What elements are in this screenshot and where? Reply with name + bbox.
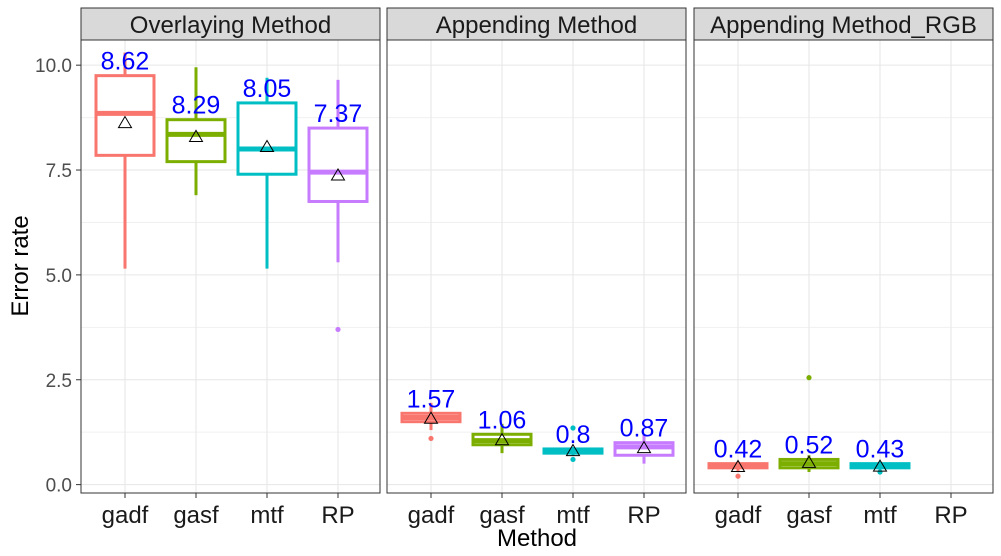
x-tick-label: RP (627, 502, 660, 529)
box-mtf: 0.43 (849, 436, 911, 475)
mean-marker (872, 459, 888, 472)
x-tick-label: gadf (408, 502, 455, 529)
mean-marker (423, 411, 439, 424)
facet-title: Appending Method (436, 12, 638, 39)
mean-marker (330, 167, 346, 181)
mean-label: 0.42 (714, 436, 763, 464)
x-tick-label: gasf (173, 502, 219, 529)
y-axis: 0.0 2.5 5.0 7.5 10.0 (35, 56, 81, 497)
mean-marker (117, 115, 133, 129)
mean-label: 8.62 (101, 48, 150, 76)
box-mtf: 8.05 (236, 75, 298, 269)
box-body (165, 118, 227, 164)
box-RP: 7.37 (307, 79, 369, 333)
y-axis-title: Error rate (7, 215, 34, 316)
x-tick-label: RP (934, 502, 967, 529)
y-tick-label: 0.0 (46, 476, 72, 497)
mean-marker (565, 443, 581, 457)
box-gasf: 8.29 (165, 67, 227, 196)
panel-border (386, 39, 687, 494)
y-tick-label: 5.0 (46, 266, 72, 287)
mean-marker (730, 459, 746, 473)
facet-panel: Appending Method_RGB 0.42 0.52 0.43 gadf gasf… (693, 7, 994, 529)
mean-label: 1.57 (407, 385, 456, 413)
mean-marker (801, 455, 817, 468)
x-tick-label: mtf (863, 502, 897, 529)
outlier-point (735, 473, 741, 479)
mean-label: 0.87 (620, 415, 669, 443)
x-axis-title: Method (497, 525, 577, 552)
panel-border (80, 39, 381, 494)
outlier-point (570, 425, 576, 431)
mean-label: 1.06 (478, 406, 527, 434)
y-tick-label: 2.5 (46, 371, 72, 392)
box-gasf: 1.06 (471, 406, 533, 454)
facet-title: Appending Method_RGB (710, 12, 977, 39)
x-tick-label: gadf (102, 502, 149, 529)
mean-label: 0.8 (556, 421, 591, 449)
facet-title: Overlaying Method (130, 12, 331, 39)
panel-background (694, 40, 993, 493)
facet-panel: Overlaying Method 8.62 8.29 8.05 7.37 gadf gas… (80, 7, 381, 529)
x-tick-label: gadf (715, 502, 762, 529)
box-RP: 0.87 (613, 415, 675, 464)
facet-strip (386, 7, 687, 41)
box-mtf: 0.8 (542, 421, 604, 463)
x-tick-label: gasf (786, 502, 832, 529)
outlier-point (806, 375, 812, 381)
outlier-point (428, 435, 434, 442)
mean-marker (494, 432, 510, 446)
x-tick-label: mtf (250, 502, 284, 529)
box-body (307, 126, 369, 203)
box-gasf: 0.52 (778, 375, 840, 473)
x-tick-label: gasf (479, 502, 525, 529)
outlier-point (335, 326, 341, 333)
box-body (236, 101, 298, 176)
box-gadf: 1.57 (400, 385, 462, 442)
x-tick-label: mtf (556, 502, 590, 529)
mean-label: 7.37 (314, 100, 363, 128)
y-tick-label: 10.0 (35, 56, 72, 77)
x-tick-label: RP (321, 502, 354, 529)
mean-label: 0.43 (856, 436, 905, 464)
mean-label: 8.05 (243, 75, 292, 103)
box-gadf: 0.42 (707, 436, 769, 479)
box-gadf: 8.62 (94, 48, 156, 269)
mean-marker (259, 139, 275, 153)
facet-panel: Appending Method 1.57 1.06 0.8 0.87 gadf gasf m… (386, 7, 687, 529)
facet-strip (80, 7, 381, 41)
panel-border (693, 39, 994, 494)
mean-label: 0.52 (785, 431, 834, 459)
mean-marker (636, 440, 652, 454)
mean-marker (188, 129, 204, 142)
y-tick-label: 7.5 (46, 161, 72, 182)
outlier-point (570, 456, 576, 463)
mean-label: 8.29 (172, 92, 221, 120)
outlier-point (877, 469, 883, 475)
